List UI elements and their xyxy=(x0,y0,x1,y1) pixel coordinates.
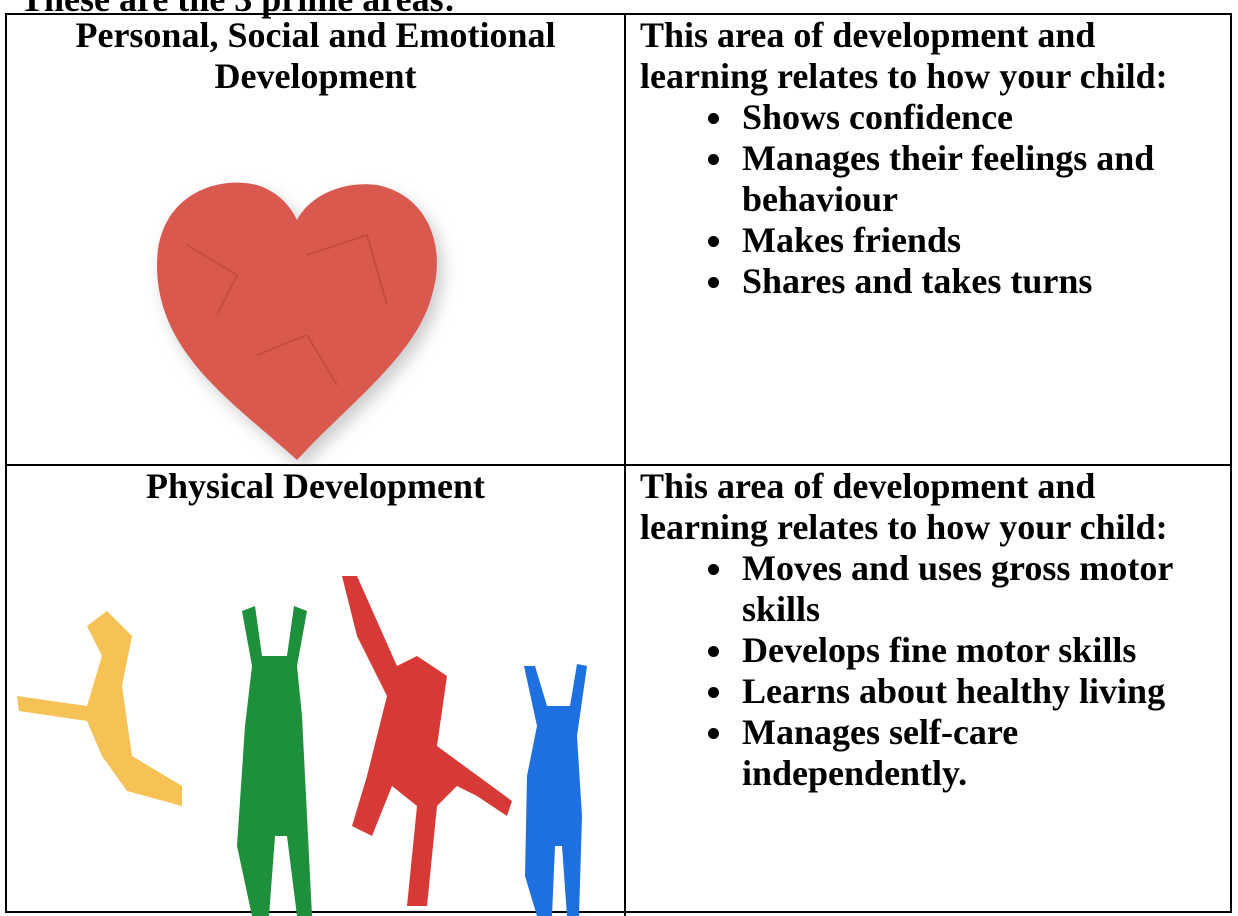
table-cell: Personal, Social and Emotional Developme… xyxy=(7,15,626,465)
bullet-item: Shows confidence xyxy=(736,97,1212,138)
intro-text: This area of development and learning re… xyxy=(640,466,1168,547)
bullet-item: Manages self-care independently. xyxy=(736,712,1212,794)
table-row: Personal, Social and Emotional Developme… xyxy=(7,15,1230,466)
children-image xyxy=(17,576,587,916)
table-cell: This area of development and learning re… xyxy=(628,15,1230,464)
bullet-item: Learns about healthy living xyxy=(736,671,1212,712)
intro-text: This area of development and learning re… xyxy=(640,15,1168,96)
table: Personal, Social and Emotional Developme… xyxy=(5,13,1232,916)
heart-image xyxy=(157,182,443,465)
table-cell: This area of development and learning re… xyxy=(628,466,1230,916)
bullet-item: Manages their feelings and behaviour xyxy=(736,138,1212,220)
bullet-item: Moves and uses gross motor skills xyxy=(736,548,1212,630)
page: These are the 3 prime areas: Personal, S… xyxy=(0,0,1238,889)
bullet-list: Moves and uses gross motor skillsDevelop… xyxy=(640,548,1230,794)
bullet-item: Shares and takes turns xyxy=(736,261,1212,302)
bullet-list: Shows confidenceManages their feelings a… xyxy=(640,97,1230,302)
table-row: Physical Development This area of develo… xyxy=(7,466,1230,916)
area-title: Personal, Social and Emotional Developme… xyxy=(75,15,556,96)
table-cell: Physical Development xyxy=(7,466,626,916)
bullet-item: Makes friends xyxy=(736,220,1212,261)
area-title: Physical Development xyxy=(146,466,485,506)
bullet-item: Develops fine motor skills xyxy=(736,630,1212,671)
